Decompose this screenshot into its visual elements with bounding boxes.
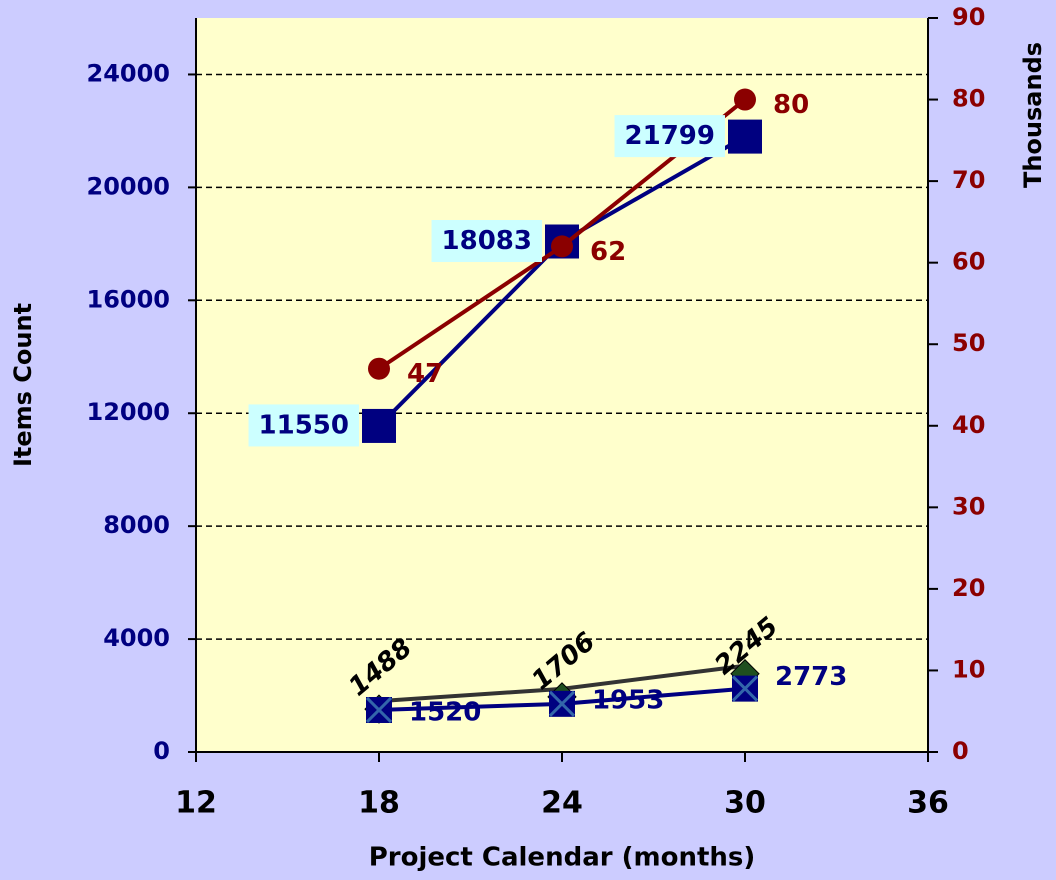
point-cross xyxy=(365,696,393,724)
y2-tick-label: 50 xyxy=(952,329,985,357)
y2-tick-label: 70 xyxy=(952,166,985,194)
y2-tick-label: 60 xyxy=(952,248,985,276)
x-axis-title: Project Calendar (months) xyxy=(369,843,756,873)
point xyxy=(365,696,393,724)
y-tick-label: 24000 xyxy=(87,59,171,87)
y2-tick-label: 90 xyxy=(952,3,985,31)
x-tick-label: 12 xyxy=(175,786,217,821)
plot-area xyxy=(196,18,928,752)
data-label: 2773 xyxy=(775,662,847,692)
data-label: 11550 xyxy=(259,410,349,440)
x-tick-label: 36 xyxy=(907,786,949,821)
point xyxy=(551,235,573,258)
y-axis-title: Items Count xyxy=(9,303,37,467)
y-tick-label: 12000 xyxy=(87,398,171,426)
y-tick-label: 4000 xyxy=(103,624,170,652)
point xyxy=(368,357,390,380)
y-tick-label: 16000 xyxy=(87,285,171,313)
y2-tick-label: 10 xyxy=(952,655,985,683)
y-tick-label: 0 xyxy=(153,737,170,765)
y-tick-label: 20000 xyxy=(87,172,171,200)
point xyxy=(728,119,762,154)
data-label-box xyxy=(431,220,542,263)
data-label: 62 xyxy=(590,237,626,267)
y2-tick-label: 80 xyxy=(952,85,985,113)
point xyxy=(362,408,396,443)
data-label: 47 xyxy=(407,359,443,389)
point xyxy=(548,690,576,717)
point-cross xyxy=(731,675,759,702)
data-label: 18083 xyxy=(442,226,532,256)
data-label-box xyxy=(614,115,725,158)
y2-tick-label: 30 xyxy=(952,492,985,520)
point xyxy=(731,675,759,702)
y2-tick-label: 40 xyxy=(952,411,985,439)
data-label: 1953 xyxy=(592,685,664,715)
x-tick-label: 18 xyxy=(358,786,400,821)
y2-tick-label: 0 xyxy=(952,737,969,765)
data-label: 21799 xyxy=(625,121,715,151)
data-label-box xyxy=(248,404,359,447)
point xyxy=(734,88,756,111)
data-label: 1520 xyxy=(409,698,481,728)
x-tick-label: 24 xyxy=(541,786,583,821)
data-label: 80 xyxy=(773,90,809,120)
y-tick-label: 8000 xyxy=(103,511,170,539)
y2-axis-title: Thousands xyxy=(1019,42,1047,188)
y2-tick-label: 20 xyxy=(952,574,985,602)
x-tick-label: 30 xyxy=(724,786,766,821)
point-cross xyxy=(548,690,576,717)
